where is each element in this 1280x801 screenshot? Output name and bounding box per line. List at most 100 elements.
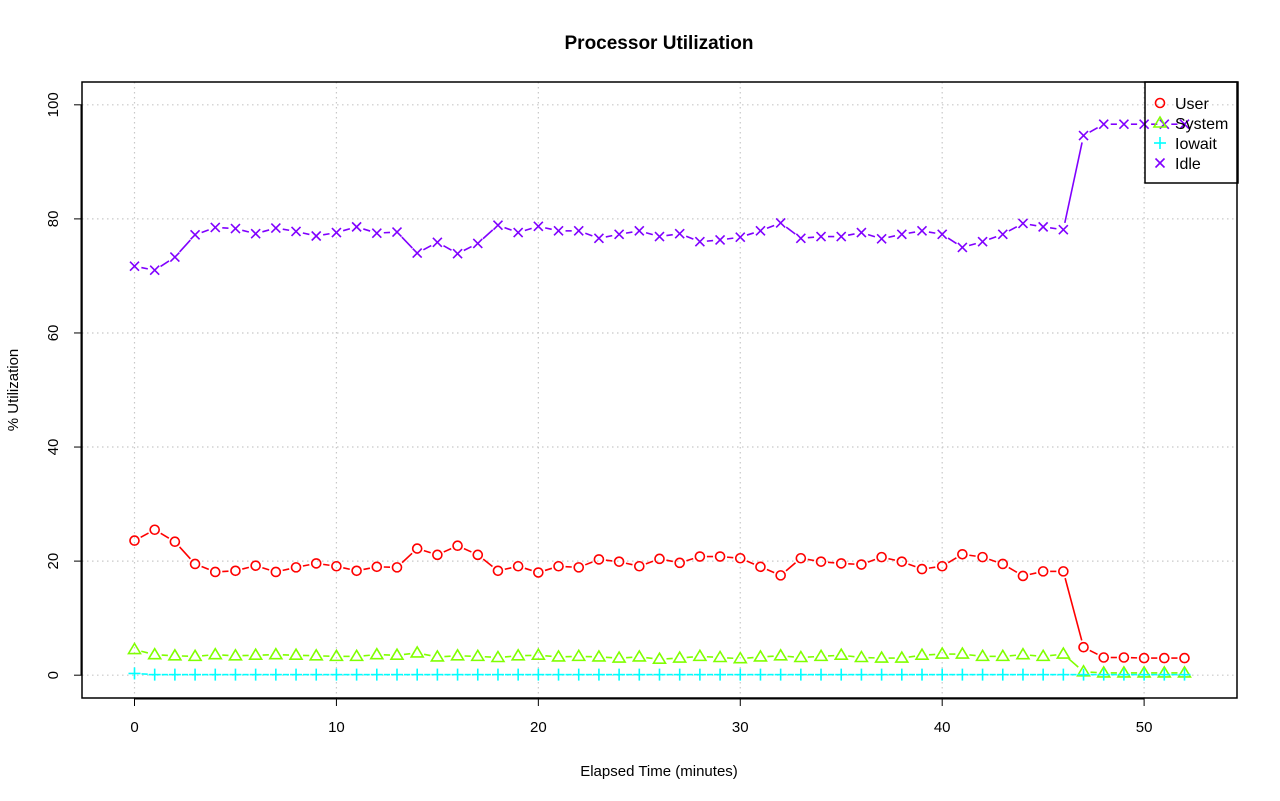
data-point-iowait: [189, 668, 202, 681]
data-point-system: [248, 647, 264, 661]
series-segment-idle: [1064, 142, 1083, 224]
data-point-iowait: [734, 668, 747, 681]
series-segment-idle: [888, 235, 896, 239]
series-segment-user: [928, 566, 936, 569]
series-segment-user: [888, 557, 896, 561]
data-point-idle: [311, 230, 322, 242]
data-point-system: [409, 645, 425, 658]
series-segment-idle: [1089, 126, 1099, 133]
data-point-user: [856, 559, 867, 570]
data-point-user: [1179, 652, 1190, 664]
data-point-user: [815, 556, 827, 567]
series-segment-system: [1029, 654, 1037, 657]
data-point-iowait: [269, 668, 282, 681]
series-segment-user: [1089, 649, 1098, 656]
data-point-iowait: [613, 668, 626, 681]
data-point-idle: [533, 221, 544, 232]
data-point-user: [634, 560, 645, 572]
data-point-system: [288, 647, 304, 661]
series-segment-system: [423, 653, 431, 657]
data-point-system: [591, 649, 607, 662]
data-point-idle: [1078, 130, 1089, 141]
data-point-system: [773, 648, 789, 661]
series-segment-system: [1050, 654, 1057, 657]
y-tick-label: 60: [45, 325, 62, 342]
legend-label-user: User: [1175, 96, 1209, 113]
series-segment-idle: [685, 235, 694, 240]
data-point-system: [429, 649, 445, 662]
series-segment-idle: [928, 231, 936, 234]
series-segment-system: [403, 652, 411, 656]
data-point-user: [310, 558, 322, 569]
series-idle: [129, 119, 1190, 276]
data-point-system: [369, 647, 385, 660]
data-point-iowait: [875, 668, 888, 681]
series-segment-idle: [544, 227, 552, 231]
series-segment-system: [141, 650, 149, 654]
data-point-iowait: [754, 668, 767, 681]
data-point-user: [189, 558, 201, 570]
data-point-iowait: [714, 668, 727, 681]
data-point-user: [331, 560, 342, 572]
data-point-system: [207, 647, 223, 660]
series-segment-user: [504, 567, 512, 571]
series-segment-idle: [363, 228, 371, 232]
data-point-idle: [674, 228, 685, 239]
data-point-iowait: [532, 668, 545, 681]
series-segment-idle: [746, 232, 755, 236]
data-point-user: [795, 552, 807, 564]
data-point-user: [977, 551, 988, 563]
data-point-idle: [250, 228, 261, 239]
series-segment-idle: [605, 234, 613, 238]
data-point-iowait: [451, 668, 464, 681]
data-point-system: [894, 650, 910, 663]
data-point-idle: [755, 225, 766, 236]
data-point-idle: [331, 227, 342, 238]
data-point-system: [954, 646, 970, 659]
series-segment-user: [827, 561, 835, 564]
series-segment-user: [443, 547, 452, 553]
series-segment-idle: [785, 226, 796, 235]
data-point-iowait: [491, 668, 504, 681]
data-point-user: [533, 567, 544, 578]
series-segment-idle: [766, 224, 775, 230]
x-tick-label: 10: [328, 719, 345, 736]
series-segment-idle: [302, 232, 310, 236]
series-segment-idle: [282, 228, 290, 232]
series-segment-user: [282, 568, 290, 572]
data-point-user: [613, 556, 625, 567]
series-segment-user: [363, 567, 371, 571]
series-segment-user: [302, 563, 310, 567]
series-segment-user: [969, 554, 976, 557]
series-segment-user: [686, 557, 694, 562]
data-point-iowait: [1138, 668, 1151, 681]
series-segment-user: [262, 566, 270, 571]
data-point-system: [490, 649, 506, 663]
data-point-user: [734, 552, 746, 564]
data-point-idle: [1139, 119, 1150, 130]
data-point-iowait: [1178, 668, 1191, 681]
data-point-system: [631, 649, 647, 662]
series-segment-idle: [242, 229, 250, 233]
series-segment-system: [646, 656, 653, 660]
data-point-iowait: [693, 668, 706, 681]
series-segment-system: [1068, 658, 1079, 668]
data-point-user: [411, 543, 423, 554]
chart-title: Processor Utilization: [565, 33, 754, 54]
series-segment-user: [201, 565, 210, 571]
series-segment-idle: [947, 237, 957, 245]
series-segment-idle: [262, 229, 270, 233]
series-segment-idle: [141, 266, 148, 270]
data-point-system: [228, 648, 243, 661]
data-point-iowait: [996, 668, 1009, 681]
series-segment-user: [947, 557, 957, 564]
data-point-user: [1159, 652, 1170, 664]
data-point-user: [290, 562, 302, 573]
data-point-iowait: [1117, 668, 1130, 681]
data-point-user: [169, 536, 181, 548]
x-tick-label: 0: [130, 719, 138, 736]
series-segment-idle: [524, 227, 532, 232]
data-point-iowait: [350, 668, 363, 681]
data-point-user: [270, 566, 282, 578]
series-segment-user: [988, 558, 997, 563]
